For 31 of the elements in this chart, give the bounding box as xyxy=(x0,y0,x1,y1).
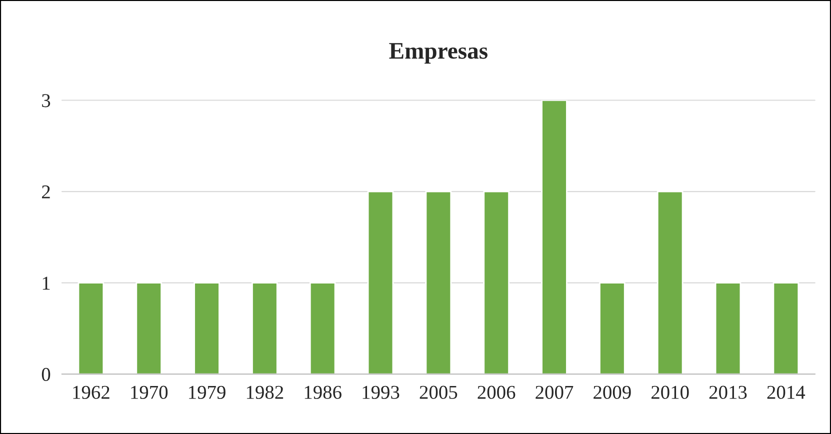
x-tick-label: 2007 xyxy=(536,386,574,399)
bar xyxy=(78,282,104,374)
bar xyxy=(252,282,278,374)
bar xyxy=(425,190,452,374)
x-tick-label: 2009 xyxy=(594,386,631,399)
x-tick-label: 2010 xyxy=(652,386,689,399)
y-tick-label: 3 xyxy=(42,94,50,108)
x-tick-label: 1979 xyxy=(189,386,226,399)
y-tick-label: 0 xyxy=(42,368,50,382)
bar xyxy=(136,282,162,374)
y-tick-label: 2 xyxy=(42,185,50,198)
bar xyxy=(772,282,800,374)
x-tick-label: 2013 xyxy=(709,386,747,399)
x-tick-label: 2014 xyxy=(767,386,806,399)
bar xyxy=(599,282,626,374)
bar xyxy=(367,190,394,374)
x-tick-label: 1982 xyxy=(246,386,284,399)
x-tick-label: 1986 xyxy=(304,386,342,399)
x-tick-label: 1993 xyxy=(362,386,400,399)
x-tick-label: 2006 xyxy=(478,386,516,399)
x-tick-label: 1962 xyxy=(73,386,110,399)
bar xyxy=(309,282,336,374)
bar xyxy=(541,100,568,374)
bar xyxy=(483,190,510,374)
x-tick-label: 2005 xyxy=(420,386,458,399)
y-tick-label: 1 xyxy=(42,276,50,290)
chart-title: Empresas xyxy=(389,43,488,64)
bar xyxy=(714,282,742,374)
bar xyxy=(194,282,220,374)
bar xyxy=(656,190,684,374)
x-tick-label: 1970 xyxy=(131,386,168,399)
